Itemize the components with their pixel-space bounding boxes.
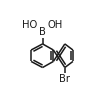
Text: Br: Br — [59, 74, 70, 84]
Text: B: B — [39, 28, 46, 37]
Text: OH: OH — [48, 20, 63, 30]
Text: HO: HO — [22, 20, 37, 30]
